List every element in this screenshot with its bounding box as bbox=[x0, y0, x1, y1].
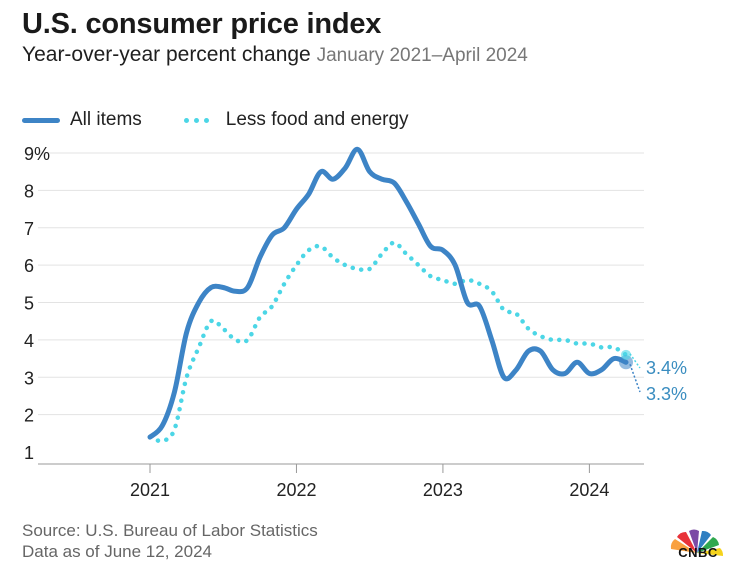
cnbc-peacock-icon bbox=[670, 529, 724, 556]
series-line-less-food-and-energy bbox=[147, 240, 629, 444]
series-lines bbox=[147, 146, 629, 444]
chart-title: U.S. consumer price index bbox=[22, 8, 382, 40]
subtitle-date-range: January 2021–April 2024 bbox=[316, 45, 528, 66]
y-tick-label: 8 bbox=[24, 181, 34, 201]
y-tick-label: 2 bbox=[24, 406, 34, 426]
end-label-less-food-and-energy: 3.4% bbox=[646, 358, 687, 378]
y-tick-label: 9% bbox=[24, 144, 50, 164]
x-tick-label: 2022 bbox=[276, 480, 316, 500]
end-label-all-items: 3.3% bbox=[646, 384, 687, 404]
data-date-text: Data as of June 12, 2024 bbox=[22, 542, 212, 561]
x-axis-ticks: 2021 2022 2023 2024 bbox=[130, 464, 609, 500]
y-tick-label: 7 bbox=[24, 219, 34, 239]
leader-line-less-food-and-energy bbox=[629, 353, 641, 369]
source-text: Source: U.S. Bureau of Labor Statistics bbox=[22, 521, 318, 540]
chart-subtitle: Year-over-year percent change January 20… bbox=[22, 42, 742, 68]
end-marker-all-items bbox=[619, 355, 633, 370]
grid-lines bbox=[38, 152, 644, 465]
y-tick-label: 1 bbox=[24, 443, 34, 463]
end-marker-less-food-and-energy bbox=[621, 349, 631, 360]
subtitle-main: Year-over-year percent change bbox=[22, 43, 311, 66]
legend: All items Less food and energy bbox=[22, 108, 409, 132]
y-tick-label: 6 bbox=[24, 256, 34, 276]
end-labels: 3.4% 3.3% bbox=[619, 349, 687, 404]
source-note: Source: U.S. Bureau of Labor Statistics … bbox=[22, 520, 318, 562]
legend-label-core: Less food and energy bbox=[225, 109, 409, 130]
y-tick-label: 3 bbox=[24, 368, 34, 388]
series-line-all-items bbox=[147, 146, 629, 440]
x-tick-label: 2024 bbox=[569, 480, 609, 500]
legend-label-all-items: All items bbox=[70, 109, 142, 130]
cnbc-logo-text: CNBC bbox=[678, 545, 718, 560]
x-tick-label: 2023 bbox=[423, 480, 463, 500]
cpi-line-chart: 9% 8 7 6 5 4 3 2 1 2021 2022 2023 2024 3.4% 3.3% bbox=[24, 144, 687, 500]
y-axis-ticks: 9% 8 7 6 5 4 3 2 1 bbox=[24, 144, 50, 463]
leader-line-all-items bbox=[629, 364, 641, 393]
legend-swatch-core bbox=[183, 117, 220, 123]
legend-swatch-all-items bbox=[22, 117, 60, 123]
y-tick-label: 5 bbox=[24, 294, 34, 314]
x-tick-label: 2021 bbox=[130, 480, 170, 500]
y-tick-label: 4 bbox=[24, 331, 34, 351]
